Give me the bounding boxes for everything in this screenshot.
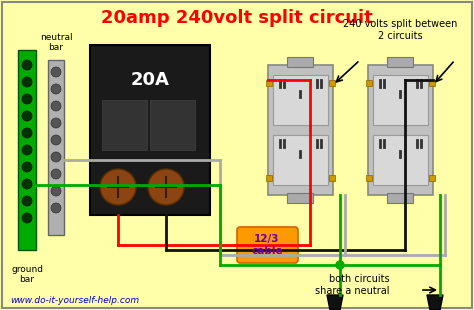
Text: both circuits
share a neutral: both circuits share a neutral [316, 274, 390, 296]
Circle shape [51, 67, 61, 77]
Circle shape [22, 128, 32, 138]
Bar [429, 175, 435, 181]
Circle shape [336, 261, 344, 269]
Bar [373, 75, 428, 125]
Bar [102, 100, 147, 150]
Bar [266, 80, 272, 86]
Circle shape [22, 162, 32, 172]
Bar [388, 193, 413, 203]
Text: 12/3
cable: 12/3 cable [251, 234, 283, 256]
Text: 20amp 240volt split circuit: 20amp 240volt split circuit [101, 9, 373, 27]
Circle shape [22, 145, 32, 155]
Bar [388, 57, 413, 67]
Bar [429, 80, 435, 86]
Bar [368, 65, 433, 195]
Circle shape [22, 94, 32, 104]
Circle shape [22, 77, 32, 87]
Circle shape [51, 186, 61, 196]
Bar [288, 193, 313, 203]
Text: 20A: 20A [130, 71, 169, 89]
Bar [373, 135, 428, 185]
Text: 240 volts split between
2 circuits: 240 volts split between 2 circuits [343, 19, 457, 41]
Polygon shape [327, 295, 343, 310]
Circle shape [100, 169, 136, 205]
Circle shape [22, 196, 32, 206]
Bar [266, 175, 272, 181]
Circle shape [51, 118, 61, 128]
Circle shape [51, 169, 61, 179]
Circle shape [22, 60, 32, 70]
Bar [48, 60, 64, 235]
Circle shape [51, 101, 61, 111]
Circle shape [51, 135, 61, 145]
Bar [90, 45, 210, 215]
Circle shape [22, 179, 32, 189]
Text: www.do-it-yourself-help.com: www.do-it-yourself-help.com [10, 296, 139, 305]
Bar [366, 80, 372, 86]
Bar [273, 135, 328, 185]
Text: neutral
bar: neutral bar [40, 33, 73, 52]
Bar [150, 100, 195, 150]
Polygon shape [427, 295, 443, 310]
Bar [329, 175, 335, 181]
Circle shape [22, 213, 32, 223]
Bar [329, 80, 335, 86]
Bar [288, 57, 313, 67]
Circle shape [51, 152, 61, 162]
Bar [273, 75, 328, 125]
Bar [366, 175, 372, 181]
FancyBboxPatch shape [237, 227, 298, 263]
Circle shape [51, 84, 61, 94]
Circle shape [148, 169, 184, 205]
Bar [268, 65, 333, 195]
Bar [18, 50, 36, 250]
Circle shape [51, 203, 61, 213]
Circle shape [22, 111, 32, 121]
Text: ground
bar: ground bar [11, 265, 43, 284]
